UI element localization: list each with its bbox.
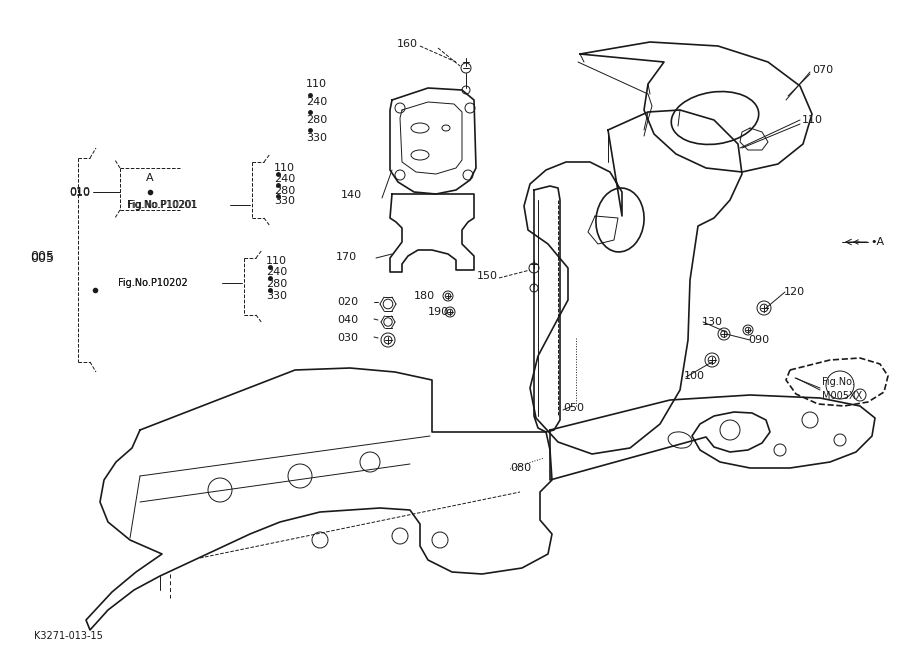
Text: 100: 100 — [684, 371, 705, 381]
Text: 160: 160 — [397, 39, 418, 49]
Text: 090: 090 — [748, 335, 769, 345]
Text: Fig.No.P10202: Fig.No.P10202 — [118, 278, 187, 288]
Text: Fig.No.P10202: Fig.No.P10202 — [118, 278, 187, 288]
Text: 180: 180 — [414, 291, 435, 301]
Text: 280: 280 — [266, 279, 288, 289]
Text: 070: 070 — [812, 65, 834, 75]
Text: 110: 110 — [274, 163, 295, 173]
Text: 050: 050 — [563, 403, 584, 413]
Text: 240: 240 — [274, 174, 295, 184]
Text: 020: 020 — [337, 297, 358, 307]
Text: 140: 140 — [341, 190, 362, 200]
Text: 280: 280 — [274, 186, 295, 196]
Text: 110: 110 — [306, 79, 327, 89]
Text: 130: 130 — [702, 317, 723, 327]
Text: 120: 120 — [784, 287, 805, 297]
Text: 240: 240 — [306, 97, 327, 107]
Text: 030: 030 — [337, 333, 358, 343]
Text: 110: 110 — [802, 115, 823, 125]
Text: 330: 330 — [266, 291, 287, 301]
Text: A: A — [146, 173, 153, 183]
Text: 330: 330 — [274, 196, 295, 206]
Text: 080: 080 — [510, 463, 531, 473]
Text: 240: 240 — [266, 267, 288, 277]
Text: 005: 005 — [30, 251, 54, 265]
Text: 330: 330 — [306, 133, 327, 143]
Text: 010: 010 — [69, 187, 90, 197]
Text: 005: 005 — [30, 249, 54, 263]
Text: K3271-013-15: K3271-013-15 — [34, 631, 103, 641]
Text: Fig.No.P10201: Fig.No.P10201 — [127, 200, 197, 210]
Text: Fig.No.: Fig.No. — [822, 377, 855, 387]
Text: 170: 170 — [335, 252, 357, 262]
Text: 010: 010 — [69, 188, 90, 198]
Text: Fig.No.P10201: Fig.No.P10201 — [128, 200, 198, 210]
Text: 040: 040 — [337, 315, 358, 325]
Text: 280: 280 — [306, 115, 327, 125]
Text: 190: 190 — [428, 307, 449, 317]
Text: M005XX: M005XX — [822, 391, 862, 401]
Text: 110: 110 — [266, 256, 287, 266]
Text: •A: •A — [870, 237, 884, 247]
Text: 150: 150 — [477, 271, 498, 281]
